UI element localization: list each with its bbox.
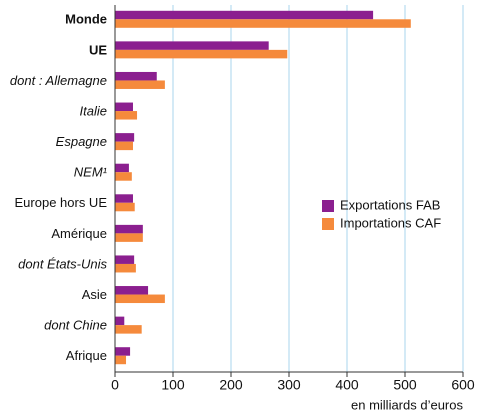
bar: [115, 347, 131, 356]
y-tick-label: Espagne: [56, 134, 107, 149]
y-tick-label: Asie: [82, 287, 107, 302]
y-tick-label: NEM¹: [74, 165, 108, 180]
bar: [115, 49, 288, 59]
bar: [115, 255, 135, 264]
bar: [115, 10, 374, 20]
bar: [115, 355, 127, 365]
bar: [115, 316, 125, 326]
y-tick-label: Afrique: [66, 348, 107, 363]
bar: [115, 133, 135, 142]
bar: [115, 141, 133, 151]
y-tick-label: Amérique: [51, 226, 107, 241]
legend-label: Exportations FAB: [340, 197, 440, 212]
y-tick-label: dont : Allemagne: [10, 73, 107, 88]
bar: [115, 233, 143, 242]
y-tick-label: UE: [89, 42, 107, 57]
y-tick-label: dont Chine: [44, 318, 107, 333]
bar: [115, 111, 138, 120]
y-tick-label: Monde: [65, 12, 107, 27]
bar: [115, 294, 165, 304]
bar: [115, 224, 143, 234]
y-tick-label: Italie: [80, 103, 107, 118]
bar: [115, 325, 142, 334]
bar: [115, 163, 129, 173]
x-axis-label: en milliards d’euros: [351, 397, 463, 412]
x-tick-label: 300: [277, 377, 301, 393]
bar: [115, 194, 133, 203]
legend-swatch: [322, 218, 334, 230]
bar: [115, 102, 133, 112]
bar: [115, 286, 149, 295]
x-tick-label: 100: [161, 377, 185, 393]
bar: [115, 80, 165, 89]
x-tick-label: 0: [111, 377, 119, 393]
y-tick-label: dont États-Unis: [18, 256, 107, 271]
y-tick-label: Europe hors UE: [15, 195, 108, 210]
bar: [115, 41, 269, 50]
x-tick-label: 200: [219, 377, 243, 393]
x-tick-label: 500: [393, 377, 417, 393]
bar: [115, 172, 132, 181]
bar: [115, 19, 411, 28]
legend-label: Importations CAF: [340, 215, 441, 230]
bar: [115, 71, 157, 81]
x-tick-label: 600: [451, 377, 475, 393]
bar: [115, 263, 136, 273]
x-tick-label: 400: [335, 377, 359, 393]
legend-swatch: [322, 200, 334, 212]
bar: [115, 202, 135, 212]
